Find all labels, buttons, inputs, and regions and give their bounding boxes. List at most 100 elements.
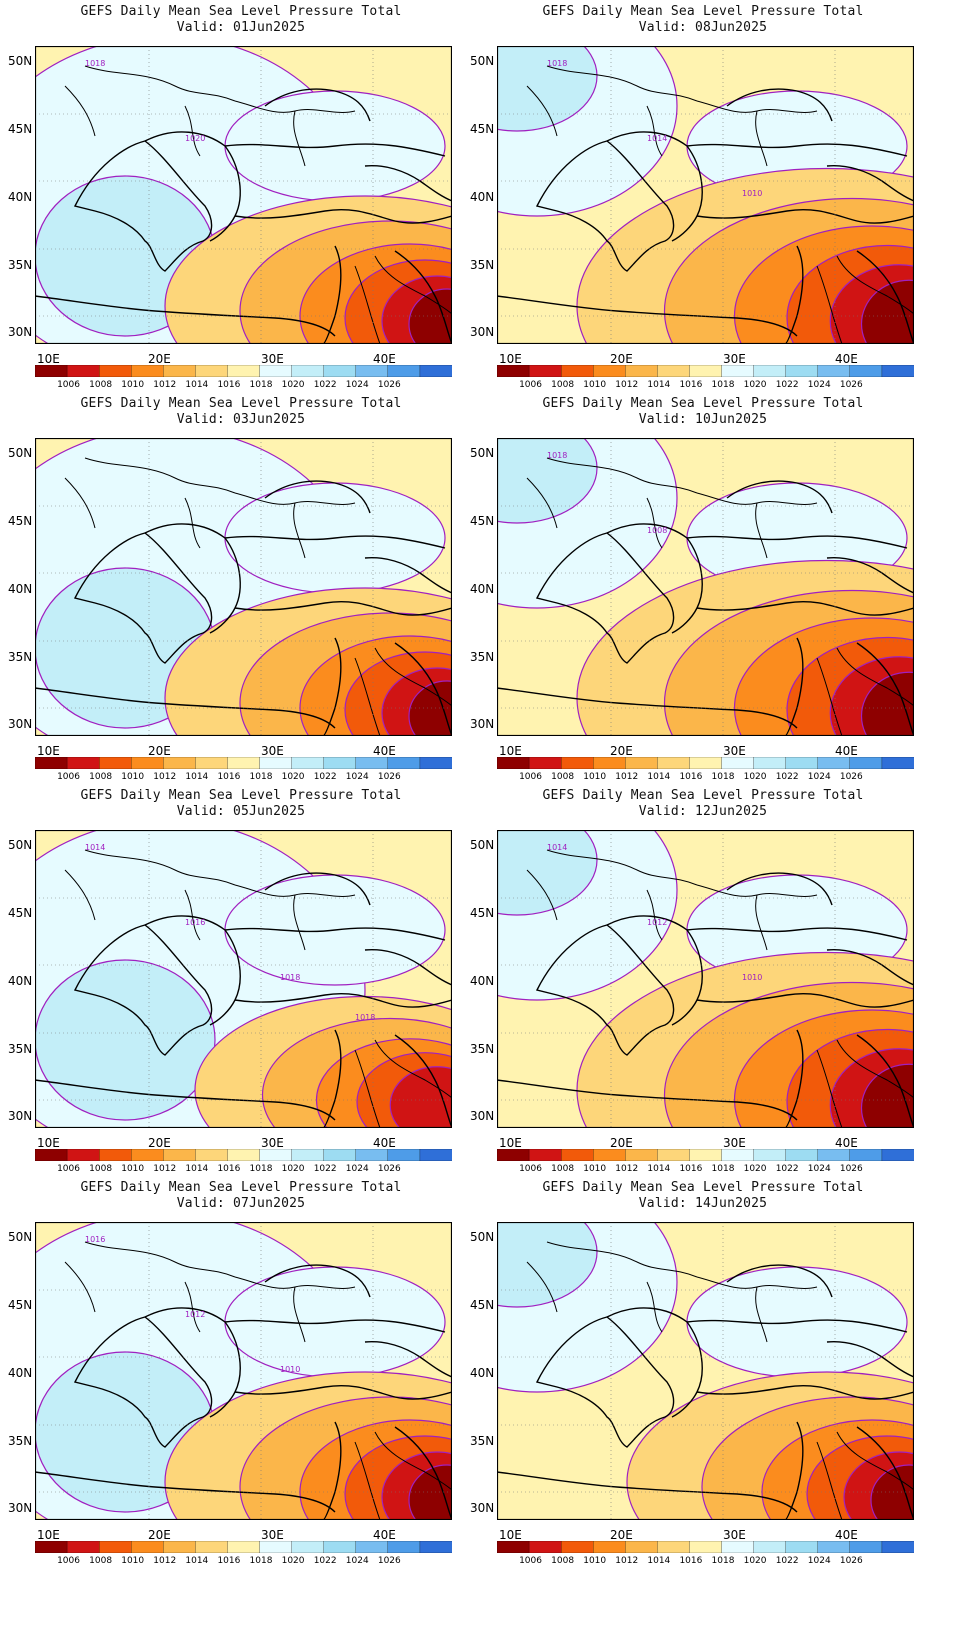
colorbar-swatch <box>849 1541 883 1553</box>
lat-label: 30N <box>8 1501 33 1515</box>
colorbar-swatch <box>291 1541 325 1553</box>
lat-label: 45N <box>470 122 495 136</box>
lat-label: 35N <box>8 650 33 664</box>
panel-title: GEFS Daily Mean Sea Level Pressure Total <box>542 396 864 411</box>
colorbar-swatch <box>657 1149 691 1161</box>
colorbar-swatch <box>66 365 100 377</box>
colorbar-swatch <box>625 1541 659 1553</box>
colorbar-swatch <box>195 1149 229 1161</box>
colorbar-label: 1026 <box>377 1556 401 1566</box>
colorbar-swatch <box>131 1541 164 1553</box>
colorbar-swatch <box>355 757 389 769</box>
colorbar-swatch <box>689 757 723 769</box>
colorbar-swatch <box>227 1149 261 1161</box>
colorbar-swatch <box>817 1149 851 1161</box>
lat-label: 35N <box>470 1042 495 1056</box>
contour-label: 1010 <box>742 973 762 982</box>
panel-title: GEFS Daily Mean Sea Level Pressure Total <box>80 788 402 803</box>
lat-label: 50N <box>470 54 495 68</box>
lat-label: 35N <box>8 258 33 272</box>
colorbar-swatch <box>291 1149 325 1161</box>
colorbar-label: 1012 <box>615 772 639 782</box>
colorbar-label: 1008 <box>89 1164 113 1174</box>
colorbar-swatch <box>657 365 691 377</box>
colorbar-label: 1020 <box>281 772 305 782</box>
colorbar-label: 1014 <box>647 1556 671 1566</box>
contour-label: 1016 <box>185 918 205 927</box>
colorbar-swatch <box>259 365 293 377</box>
lat-label: 45N <box>470 1298 495 1312</box>
colorbar-swatch <box>561 1149 594 1161</box>
colorbar-swatch <box>387 1149 421 1161</box>
map-panel: GEFS Daily Mean Sea Level Pressure Total… <box>0 0 482 410</box>
colorbar-label: 1008 <box>551 772 575 782</box>
colorbar-swatch <box>528 757 562 769</box>
lat-label: 35N <box>8 1434 33 1448</box>
lat-label: 40N <box>470 974 495 988</box>
colorbar-label: 1016 <box>679 772 703 782</box>
colorbar-swatch <box>625 1149 659 1161</box>
colorbar-swatch <box>657 757 691 769</box>
colorbar-swatch <box>528 1149 562 1161</box>
lon-label: 20E <box>148 1528 171 1542</box>
colorbar-swatch <box>291 365 325 377</box>
lat-label: 40N <box>470 190 495 204</box>
lat-label: 35N <box>8 1042 33 1056</box>
colorbar-swatch <box>66 1149 100 1161</box>
colorbar-swatch <box>259 1149 293 1161</box>
contour-label: 1018 <box>280 973 300 982</box>
colorbar-label: 1006 <box>519 380 542 390</box>
lat-label: 35N <box>470 258 495 272</box>
colorbar-swatch <box>35 757 68 769</box>
colorbar-label: 1022 <box>313 1164 337 1174</box>
colorbar <box>35 757 452 769</box>
colorbar-label: 1018 <box>249 1556 273 1566</box>
contour-label: 1012 <box>647 918 667 927</box>
colorbar-swatch <box>163 757 197 769</box>
lat-label: 45N <box>470 514 495 528</box>
colorbar-label: 1022 <box>313 380 337 390</box>
lat-label: 40N <box>8 1366 33 1380</box>
colorbar <box>35 1541 452 1553</box>
colorbar-swatch <box>163 365 197 377</box>
colorbar-swatch <box>785 365 819 377</box>
colorbar-swatch <box>881 1541 914 1553</box>
colorbar-label: 1018 <box>249 772 273 782</box>
lat-label: 50N <box>8 54 33 68</box>
colorbar-label: 1010 <box>121 772 145 782</box>
colorbar-swatch <box>593 1149 626 1161</box>
map-panel: GEFS Daily Mean Sea Level Pressure Total… <box>462 392 944 802</box>
colorbar-swatch <box>689 1541 723 1553</box>
colorbar-swatch <box>528 1541 562 1553</box>
colorbar-swatch <box>721 1149 755 1161</box>
lon-label: 10E <box>499 352 522 366</box>
colorbar-swatch <box>849 757 883 769</box>
lat-label: 35N <box>470 650 495 664</box>
colorbar-swatch <box>689 1149 723 1161</box>
colorbar-swatch <box>753 365 787 377</box>
colorbar-label: 1020 <box>281 1556 305 1566</box>
colorbar <box>497 757 914 769</box>
lon-label: 40E <box>373 744 396 758</box>
panel-title: GEFS Daily Mean Sea Level Pressure Total <box>80 4 402 19</box>
colorbar-swatch <box>291 757 325 769</box>
colorbar-label: 1026 <box>839 1164 863 1174</box>
lon-label: 10E <box>499 744 522 758</box>
panel-valid-date: Valid: 10Jun2025 <box>638 412 768 427</box>
colorbar-swatch <box>35 1541 68 1553</box>
colorbar-swatch <box>163 1541 197 1553</box>
colorbar <box>35 1149 452 1161</box>
colorbar-label: 1014 <box>647 1164 671 1174</box>
colorbar-swatch <box>323 1541 357 1553</box>
colorbar-label: 1016 <box>679 1164 703 1174</box>
colorbar <box>35 365 452 377</box>
lon-label: 30E <box>261 1136 284 1150</box>
colorbar-swatch <box>593 365 626 377</box>
colorbar-swatch <box>419 757 452 769</box>
pressure-map: 1014 1012 1010 <box>497 830 914 1128</box>
colorbar-swatch <box>497 365 530 377</box>
colorbar-swatch <box>66 1541 100 1553</box>
lat-label: 45N <box>8 1298 33 1312</box>
colorbar-swatch <box>881 757 914 769</box>
colorbar-swatch <box>323 365 357 377</box>
